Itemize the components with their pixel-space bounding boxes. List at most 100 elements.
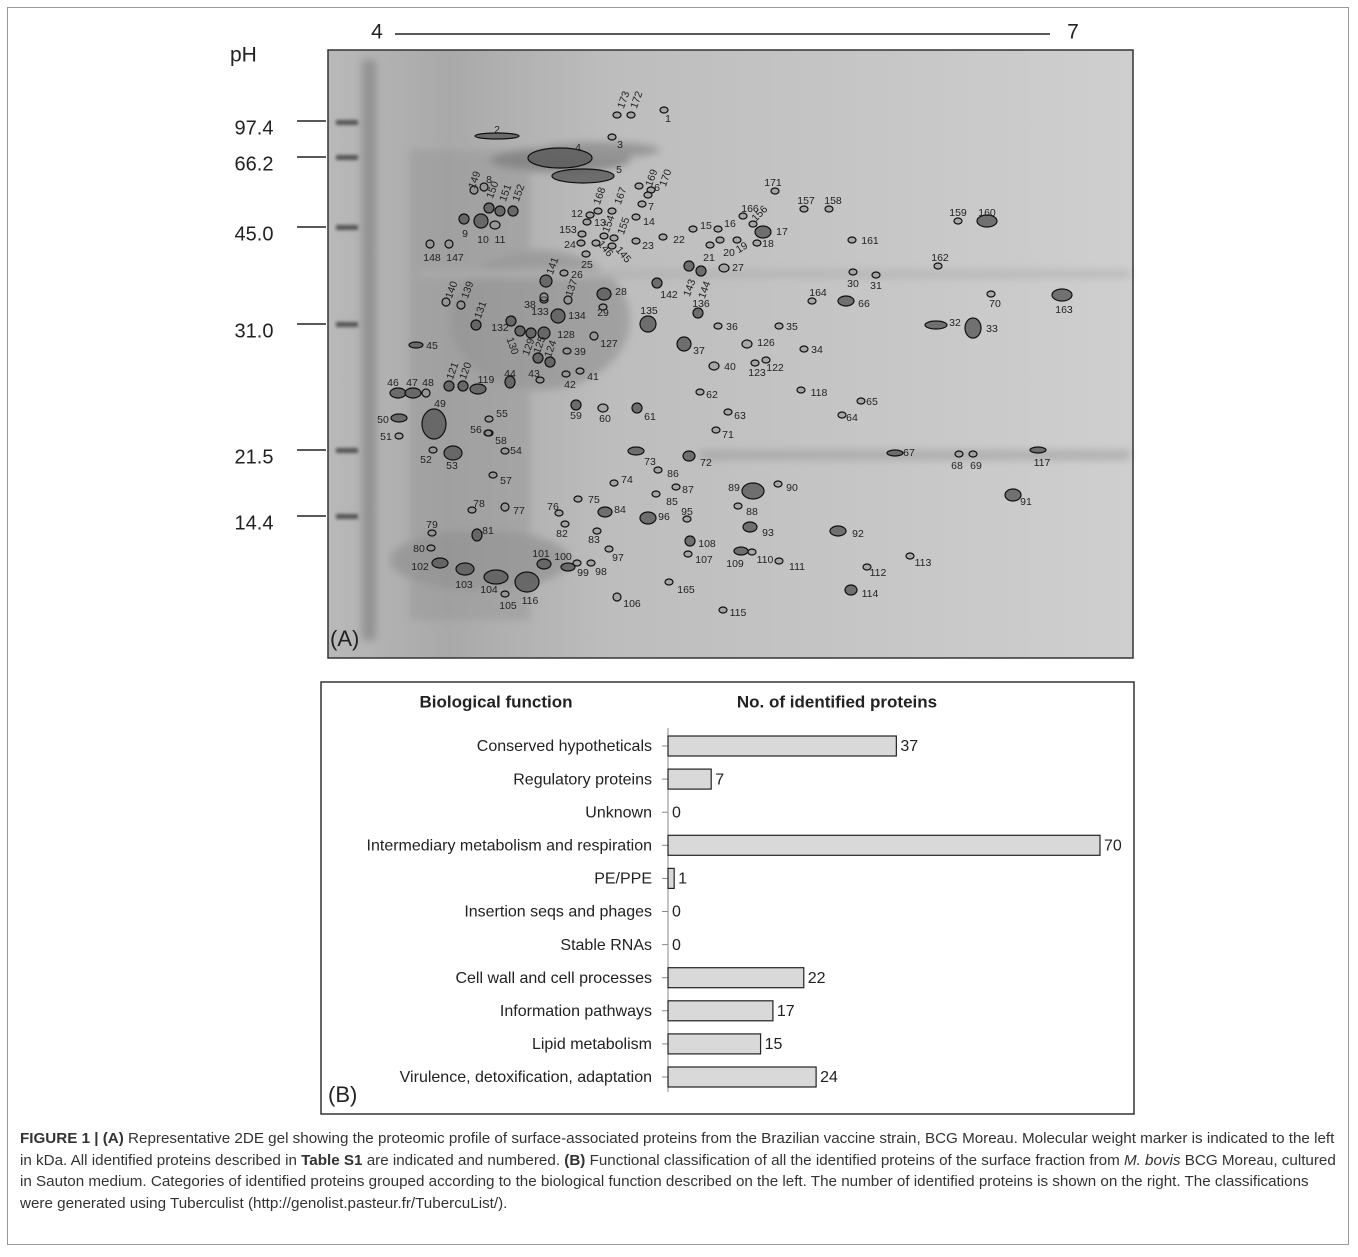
protein-spot xyxy=(514,571,540,593)
spot-label: 91 xyxy=(1020,496,1032,508)
protein-spot xyxy=(954,450,964,458)
protein-spot xyxy=(483,429,493,437)
spot-label: 118 xyxy=(811,387,828,399)
protein-spot xyxy=(643,191,653,199)
protein-spot xyxy=(559,269,569,277)
spot-label: 98 xyxy=(595,566,607,578)
spot-label: 59 xyxy=(570,410,582,422)
spot-label: 50 xyxy=(377,414,389,426)
protein-spot xyxy=(750,359,760,367)
protein-spot xyxy=(469,185,479,195)
spot-label: 100 xyxy=(554,551,572,563)
spot-label: 60 xyxy=(599,413,611,425)
protein-spot xyxy=(604,545,614,553)
spot-label: 159 xyxy=(949,207,967,219)
bar xyxy=(667,867,675,890)
caption: FIGURE 1 | (A) Representative 2DE gel sh… xyxy=(20,1128,1342,1214)
value-label: 0 xyxy=(672,904,681,921)
protein-spot xyxy=(871,271,881,279)
spot-label: 6 xyxy=(654,182,660,194)
protein-spot xyxy=(394,432,404,440)
spot-label: 35 xyxy=(786,321,798,333)
protein-spot xyxy=(847,236,857,244)
protein-spot xyxy=(525,327,537,339)
protein-spot xyxy=(560,562,576,572)
spot-label: 161 xyxy=(861,235,879,247)
spot-label: 63 xyxy=(734,410,746,422)
spot-label: 71 xyxy=(722,429,734,441)
protein-spot xyxy=(532,352,544,364)
spot-label: 107 xyxy=(695,554,713,566)
spot-label: 79 xyxy=(426,519,438,531)
protein-spot xyxy=(886,449,904,457)
spot-label: 47 xyxy=(406,377,418,389)
protein-spot xyxy=(593,207,603,215)
spot-label: 88 xyxy=(746,506,758,518)
spot-label: 67 xyxy=(903,447,915,459)
protein-spot xyxy=(500,502,510,512)
spot-label: 126 xyxy=(757,337,775,349)
spot-label: 58 xyxy=(495,435,507,447)
category-label: Cell wall and cell processes xyxy=(455,970,652,987)
protein-spot xyxy=(1029,446,1047,454)
spot-label: 132 xyxy=(491,322,509,334)
spot-label: 48 xyxy=(422,377,434,389)
protein-spot xyxy=(695,265,707,277)
spot-label: 18 xyxy=(762,238,774,250)
spot-label: 110 xyxy=(757,554,774,566)
protein-spot xyxy=(653,466,663,474)
bar xyxy=(667,834,1101,856)
protein-spot xyxy=(856,397,866,405)
protein-spot xyxy=(494,205,506,217)
protein-spot xyxy=(807,297,817,305)
spot-label: 43 xyxy=(528,368,540,380)
bar xyxy=(667,1000,774,1022)
spot-label: 112 xyxy=(870,567,887,579)
spot-label: 44 xyxy=(504,368,516,380)
protein-spot xyxy=(626,111,636,119)
spot-label: 105 xyxy=(499,600,517,612)
spot-label: 96 xyxy=(658,511,670,523)
spot-label: 57 xyxy=(500,475,512,487)
mw-marker-label: 45.0 xyxy=(235,223,274,245)
protein-spot xyxy=(848,268,858,276)
spot-label: 153 xyxy=(559,224,577,236)
protein-spot xyxy=(455,562,475,576)
spot-label: 151 xyxy=(497,182,514,203)
protein-spot xyxy=(505,315,517,327)
figure-frame xyxy=(7,7,1349,1245)
protein-spot xyxy=(799,205,809,213)
protein-spot xyxy=(479,182,489,192)
spot-label: 95 xyxy=(681,506,693,518)
spot-label: 17 xyxy=(776,226,788,238)
spot-label: 72 xyxy=(700,457,712,469)
spot-label: 115 xyxy=(730,607,747,619)
spot-label: 62 xyxy=(706,389,718,401)
protein-spot xyxy=(683,260,695,272)
spot-label: 109 xyxy=(726,558,744,570)
spot-label: 124 xyxy=(542,338,559,359)
protein-spot xyxy=(612,111,622,119)
spot-label: 77 xyxy=(513,505,525,517)
spot-label: 90 xyxy=(786,482,798,494)
protein-spot xyxy=(560,520,570,528)
protein-spot xyxy=(905,552,915,560)
spot-label: 16 xyxy=(724,218,736,230)
protein-spot xyxy=(428,446,438,454)
spot-label: 23 xyxy=(642,240,654,252)
protein-spot xyxy=(713,225,723,233)
spot-label: 164 xyxy=(809,287,827,299)
spot-label: 149 xyxy=(466,169,483,190)
spot-label: 114 xyxy=(862,588,879,600)
spot-label: 160 xyxy=(978,207,996,219)
spot-label: 119 xyxy=(478,374,495,386)
protein-spot xyxy=(924,320,948,330)
gel-border xyxy=(327,49,1134,659)
spot-label: 140 xyxy=(443,279,460,300)
spot-label: 85 xyxy=(666,496,678,508)
spot-label: 26 xyxy=(571,269,583,281)
protein-spot xyxy=(589,331,599,341)
spot-label: 70 xyxy=(989,298,1001,310)
protein-spot xyxy=(598,303,608,311)
